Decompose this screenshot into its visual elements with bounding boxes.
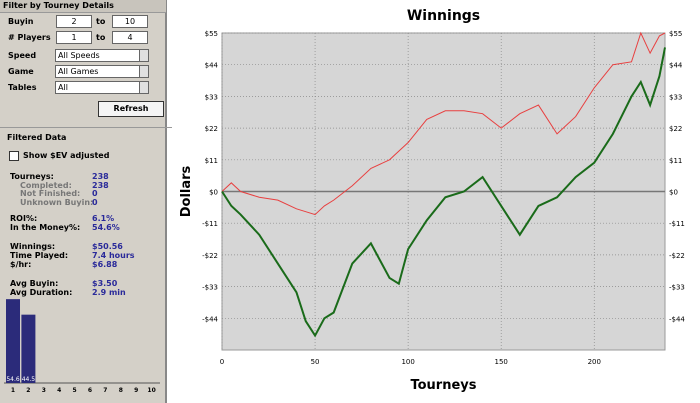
stat-label: Time Played: [10, 251, 69, 260]
stat-value: $6.88 [92, 260, 118, 269]
input[interactable]: 4 [112, 31, 148, 44]
x-tick-label: 8 [119, 387, 123, 394]
y-tick-label: -$11 [202, 220, 218, 228]
stat-value: 238 [92, 181, 109, 190]
y-tick-label: $11 [205, 157, 218, 165]
chart-title: Winnings [407, 8, 480, 24]
bar [21, 314, 36, 383]
y-tick-label: $55 [669, 30, 682, 38]
stat-label: Avg Duration: [10, 288, 73, 297]
y-tick-label: $22 [669, 125, 682, 133]
y-tick-label: $0 [669, 189, 678, 197]
x-tick-label: 200 [588, 358, 601, 366]
stat-label: Winnings: [10, 242, 56, 251]
x-tick-label: 150 [495, 358, 508, 366]
stat-value: 7.4 hours [92, 251, 135, 260]
stat-value: 2.9 min [92, 288, 126, 297]
stat-label: In the Money%: [10, 223, 81, 232]
y-tick-label: $11 [669, 157, 682, 165]
select-label: Speed [8, 51, 37, 60]
checkbox[interactable] [9, 151, 19, 161]
line-series [221, 31, 666, 216]
x-tick-label: 6 [88, 387, 92, 394]
y-tick-label: -$33 [202, 284, 218, 292]
stat-value: 6.1% [92, 214, 115, 223]
y-tick-label: $22 [205, 125, 218, 133]
y-tick-label: $33 [205, 93, 218, 101]
stat-label: Tourneys: [10, 172, 54, 181]
x-tick-label: 5 [73, 387, 77, 394]
x-tick-label: 7 [103, 387, 107, 394]
bar [6, 299, 20, 383]
y-tick-label: -$22 [202, 252, 218, 260]
x-tick-label: 2 [26, 387, 30, 394]
input[interactable]: 10 [112, 15, 148, 28]
select-label: Tables [8, 83, 37, 92]
y-tick-label: $55 [205, 30, 218, 38]
refresh-button[interactable]: Refresh [98, 101, 164, 117]
stat-label: Completed: [20, 181, 72, 190]
stat-value: $50.56 [92, 242, 123, 251]
x-tick-label: 50 [311, 358, 320, 366]
dropdown[interactable]: All Games [55, 65, 141, 78]
stat-label: Avg Buyin: [10, 279, 59, 288]
stat-value: 54.6% [92, 223, 120, 232]
x-tick-label: 0 [220, 358, 224, 366]
x-tick-label: 9 [134, 387, 138, 394]
x-axis-label: Tourneys [410, 378, 476, 393]
stat-value: $3.50 [92, 279, 118, 288]
bar-label: 54.6 [6, 376, 20, 383]
y-tick-label: -$44 [669, 315, 685, 323]
checkbox-label[interactable]: Show $EV adjusted [23, 151, 110, 160]
line-series [221, 47, 666, 338]
stat-label: $/hr: [10, 260, 32, 269]
dropdown-arrow[interactable] [139, 81, 149, 94]
x-tick-label: 4 [57, 387, 61, 394]
stat-label: Not Finished: [20, 189, 81, 198]
filter-to: to [96, 17, 106, 26]
filter-label: Buyin [8, 17, 34, 26]
stat-value: 238 [92, 172, 109, 181]
section-header: Filtered Data [0, 127, 172, 142]
x-tick-label: 10 [147, 387, 155, 394]
stat-label: ROI%: [10, 214, 38, 223]
x-tick-label: 1 [11, 387, 15, 394]
stat-value: 0 [92, 189, 98, 198]
y-tick-label: -$44 [202, 315, 218, 323]
stat-value: 0 [92, 198, 98, 207]
dropdown-arrow[interactable] [139, 49, 149, 62]
input[interactable]: 2 [56, 15, 92, 28]
stat-label: Unknown Buyin: [20, 198, 94, 207]
filter-label: # Players [8, 33, 51, 42]
x-tick-label: 3 [42, 387, 46, 394]
dropdown-arrow[interactable] [139, 65, 149, 78]
y-tick-label: $44 [205, 62, 219, 70]
select-label: Game [8, 67, 34, 76]
y-tick-label: $44 [669, 62, 683, 70]
y-tick-label: $0 [209, 189, 218, 197]
filter-to: to [96, 33, 106, 42]
y-tick-label: -$11 [669, 220, 685, 228]
panel-header: Filter by Tourney Details [0, 0, 166, 13]
y-tick-label: $33 [669, 93, 682, 101]
y-tick-label: -$22 [669, 252, 685, 260]
y-tick-label: -$33 [669, 284, 685, 292]
y-axis-label: Dollars [179, 165, 194, 217]
input[interactable]: 1 [56, 31, 92, 44]
bar-label: 44.5 [22, 376, 36, 383]
x-tick-label: 100 [401, 358, 414, 366]
